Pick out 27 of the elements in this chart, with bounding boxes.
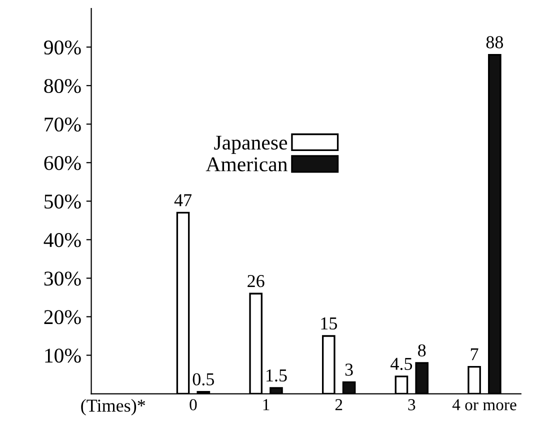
x-tick-label: 1: [263, 399, 270, 410]
data-label: 47: [174, 194, 192, 206]
data-label: 1.5: [266, 369, 287, 382]
x-tick-label: 3: [408, 399, 416, 410]
data-label: 88: [486, 36, 504, 48]
data-label: 8: [418, 344, 426, 356]
data-label: 26: [248, 275, 264, 288]
y-tick-label: 60%: [44, 156, 81, 170]
y-tick-label: 20%: [44, 310, 81, 324]
data-label: 4.5: [390, 358, 412, 370]
data-label: 0.5: [192, 373, 214, 386]
y-tick-label: 10%: [45, 348, 81, 363]
legend-label: Japanese: [214, 136, 288, 154]
y-tick-label: 90%: [44, 40, 81, 55]
data-label: 15: [321, 317, 337, 330]
y-tick-label: 40%: [44, 233, 81, 248]
legend-label: American: [206, 157, 288, 172]
data-label: 7: [470, 348, 478, 360]
x-tick-label: 2: [335, 399, 342, 410]
x-axis-title: (Times)*: [81, 399, 146, 416]
data-label: 3: [345, 364, 353, 376]
y-tick-label: 70%: [44, 117, 81, 132]
y-tick-label: 50%: [44, 194, 81, 209]
x-tick-label: 0: [190, 399, 197, 410]
y-tick-label: 30%: [44, 272, 81, 286]
y-tick-label: 80%: [44, 78, 81, 94]
x-tick-label: 4 or more: [452, 399, 516, 410]
